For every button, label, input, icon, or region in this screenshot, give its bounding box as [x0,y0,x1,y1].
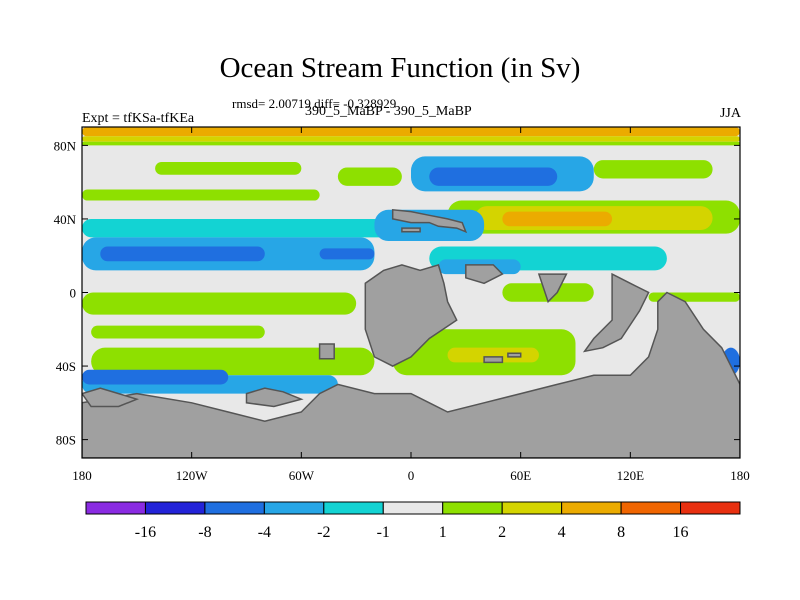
colorbar-label: 1 [439,524,447,541]
colorbar-swatch [204,501,265,515]
contour-band-9 [319,248,375,260]
season-label: JJA [719,106,741,121]
land-eurasia-block [391,208,468,234]
contour-band-11 [429,167,558,186]
contour-band-4 [82,189,320,201]
x-tick-label: 60W [289,468,315,483]
land-arabia [465,264,504,285]
y-tick-label: 40N [54,212,77,227]
colorbar-label: 4 [558,524,566,541]
contour-band-20 [91,325,265,339]
land-south-pole-mid [245,387,304,408]
contour-band-19 [82,292,357,315]
colorbar-label: -1 [377,524,390,541]
stats-label: rmsd= 2.00719 diff= -0.328929 [232,96,397,111]
x-tick-label: 0 [408,468,415,483]
contour-band-2 [82,141,740,146]
colorbar-swatch [144,501,206,515]
colorbar-label: -8 [198,524,211,541]
colorbar-swatch [501,501,563,515]
land-india [537,273,568,304]
colorbar-swatch [620,501,682,515]
y-tick-label: 0 [70,286,77,301]
land-sea-island-2 [507,352,522,358]
colorbar-label: 8 [617,524,625,541]
colorbar-label: -2 [317,524,330,541]
y-tick-label: 40S [56,359,76,374]
contour-band-23 [82,369,229,385]
period-label: 390_5_MaBP - 390_5_MaBP [305,104,472,119]
colorbar-swatch [323,501,384,515]
colorbar-swatch [442,501,503,515]
chart-title: Ocean Stream Function (in Sv) [219,52,581,84]
x-tick-label: 120W [176,468,209,483]
colorbar-swatch [85,501,146,515]
contour-band-5 [337,167,402,186]
x-tick-label: 180 [72,468,92,483]
colorbar-swatch [680,501,741,515]
contour-band-15 [502,211,613,227]
y-tick-label: 80S [56,433,76,448]
colorbar-label: -16 [135,524,156,541]
colorbar-swatch [263,501,325,515]
colorbar-label: 2 [498,524,506,541]
x-tick-label: 60E [510,468,531,483]
land-africa [364,263,458,367]
contour-band-25 [447,347,539,363]
contour-band-6 [82,218,393,238]
colorbar-label: -4 [258,524,271,541]
land-asia-east [582,272,650,353]
x-tick-label: 180 [730,468,750,483]
contour-band-12 [593,160,713,179]
land-small-island [401,227,421,233]
experiment-label: Expt = tfKSa-tfKEa [82,111,195,126]
contour-band-1 [82,136,740,142]
land-small-atlantic-island [318,343,335,360]
land-south-pole-left [82,387,140,408]
colorbar-label: 16 [673,524,689,541]
y-tick-label: 80N [54,138,77,153]
x-tick-label: 120E [617,468,645,483]
contour-band-16 [374,209,485,242]
contour-band-8 [100,246,265,262]
land-australia-like [82,291,740,458]
contour-band-21 [91,347,375,376]
land-sea-islands [483,356,504,364]
colorbar-swatch [561,501,622,515]
colorbar-swatch [382,501,444,515]
contour-band-3 [155,161,302,175]
